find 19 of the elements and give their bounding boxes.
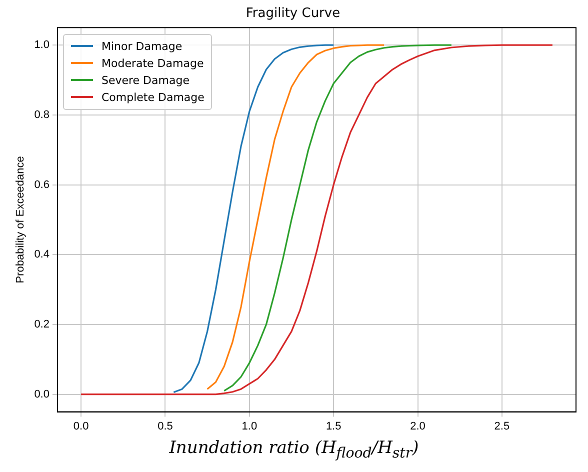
legend-label: Minor Damage — [101, 40, 182, 53]
x-tick-label: 0.0 — [73, 420, 89, 432]
x-tick-label: 1.5 — [326, 420, 342, 432]
x-tick-label: 1.0 — [242, 420, 258, 432]
y-tick-label: 0.6 — [34, 178, 50, 191]
y-tick-label: 0.0 — [34, 388, 50, 400]
legend-label: Severe Damage — [101, 74, 190, 87]
y-tick-label: 0.4 — [34, 248, 50, 261]
y-tick-label: 0.8 — [34, 108, 50, 121]
legend-label: Complete Damage — [101, 90, 204, 104]
chart-title: Fragility Curve — [246, 6, 340, 22]
x-axis-title: Inundation ratio (H$_{flood}$/H$_{str}$) — [168, 438, 420, 462]
y-axis-title: Probability of Exceedance — [14, 156, 27, 284]
x-tick-label: 2.0 — [410, 420, 426, 432]
y-tick-label: 0.2 — [34, 318, 50, 331]
legend-label: Moderate Damage — [101, 56, 204, 70]
y-tick-label: 1.0 — [34, 39, 50, 52]
x-tick-label: 2.5 — [494, 420, 510, 432]
x-tick-label: 0.5 — [158, 420, 173, 432]
